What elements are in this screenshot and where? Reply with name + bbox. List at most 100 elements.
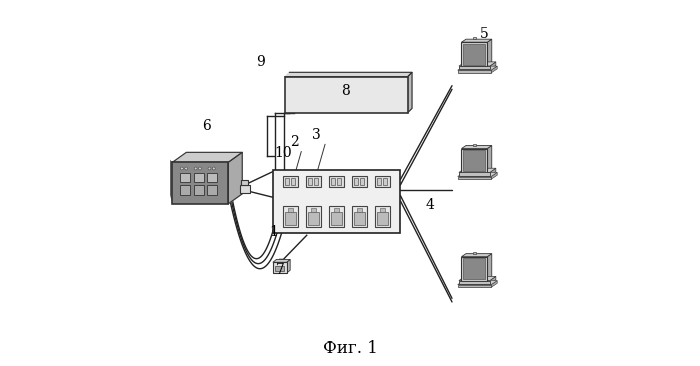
Bar	[284, 176, 298, 187]
Bar	[463, 150, 485, 171]
Text: 2: 2	[290, 135, 300, 149]
Bar	[380, 208, 385, 212]
Bar	[459, 281, 490, 284]
Bar	[383, 179, 387, 185]
Polygon shape	[458, 172, 497, 176]
Bar	[273, 262, 286, 273]
Text: 3: 3	[312, 127, 321, 142]
Polygon shape	[172, 152, 242, 162]
Polygon shape	[273, 259, 290, 262]
Bar	[458, 285, 491, 287]
Bar	[352, 176, 367, 187]
Polygon shape	[286, 259, 290, 273]
Bar	[285, 179, 289, 185]
Bar	[307, 206, 321, 227]
Bar	[459, 172, 490, 176]
Bar	[473, 252, 476, 254]
Polygon shape	[228, 152, 242, 204]
Polygon shape	[458, 66, 497, 70]
Polygon shape	[461, 146, 492, 149]
Bar	[207, 173, 218, 182]
Circle shape	[194, 167, 197, 170]
Bar	[330, 176, 344, 187]
Polygon shape	[461, 254, 492, 257]
Bar	[239, 185, 250, 193]
Bar	[337, 179, 341, 185]
Bar	[354, 179, 358, 185]
Circle shape	[199, 167, 202, 170]
Polygon shape	[490, 62, 496, 70]
Bar	[284, 206, 298, 227]
Polygon shape	[487, 254, 492, 281]
Bar	[375, 206, 390, 227]
Bar	[360, 179, 364, 185]
Polygon shape	[169, 159, 172, 204]
Bar	[275, 266, 284, 271]
Polygon shape	[490, 168, 496, 176]
Polygon shape	[487, 146, 492, 173]
Polygon shape	[491, 66, 497, 73]
Bar	[291, 179, 295, 185]
Polygon shape	[487, 39, 492, 67]
Polygon shape	[459, 168, 496, 172]
Bar	[172, 162, 228, 204]
Polygon shape	[285, 72, 412, 76]
Polygon shape	[407, 72, 412, 113]
Text: 7: 7	[276, 263, 285, 277]
Bar	[272, 171, 400, 234]
Polygon shape	[491, 172, 497, 179]
Bar	[288, 208, 293, 212]
Bar	[463, 258, 485, 279]
Bar	[285, 212, 296, 225]
Bar	[352, 206, 367, 227]
Text: 10: 10	[274, 146, 292, 160]
Bar	[285, 76, 407, 113]
Bar	[461, 149, 487, 173]
Bar	[377, 212, 389, 225]
Bar	[307, 176, 321, 187]
Bar	[354, 212, 365, 225]
Polygon shape	[461, 39, 492, 42]
Bar	[180, 173, 190, 182]
Bar	[334, 208, 339, 212]
Bar	[377, 179, 381, 185]
Bar	[311, 208, 316, 212]
Bar	[180, 185, 190, 195]
Bar	[193, 185, 204, 195]
Circle shape	[185, 167, 188, 170]
Circle shape	[181, 167, 183, 170]
Bar	[473, 37, 476, 39]
Text: 9: 9	[256, 56, 265, 70]
Circle shape	[208, 167, 211, 170]
Bar	[314, 179, 318, 185]
Bar	[331, 179, 335, 185]
Bar	[458, 70, 491, 73]
Text: 8: 8	[341, 84, 350, 98]
Text: 6: 6	[202, 119, 211, 132]
Text: 4: 4	[426, 198, 435, 212]
Bar	[461, 257, 487, 281]
Bar	[207, 185, 218, 195]
Bar	[308, 179, 312, 185]
Polygon shape	[490, 276, 496, 284]
Bar	[193, 173, 204, 182]
Bar	[357, 208, 362, 212]
Polygon shape	[459, 276, 496, 281]
Polygon shape	[458, 281, 497, 285]
Bar	[458, 176, 491, 179]
Bar	[463, 44, 485, 65]
Bar	[308, 212, 319, 225]
Bar	[331, 212, 342, 225]
Polygon shape	[459, 62, 496, 66]
Bar	[459, 66, 490, 70]
Bar	[375, 176, 390, 187]
Bar	[330, 206, 344, 227]
Text: 1: 1	[269, 225, 278, 239]
Text: 5: 5	[480, 27, 489, 41]
Bar	[241, 180, 248, 185]
Bar	[461, 42, 487, 67]
Text: Фиг. 1: Фиг. 1	[323, 340, 377, 357]
Bar	[473, 144, 476, 146]
Circle shape	[212, 167, 216, 170]
Polygon shape	[491, 281, 497, 287]
